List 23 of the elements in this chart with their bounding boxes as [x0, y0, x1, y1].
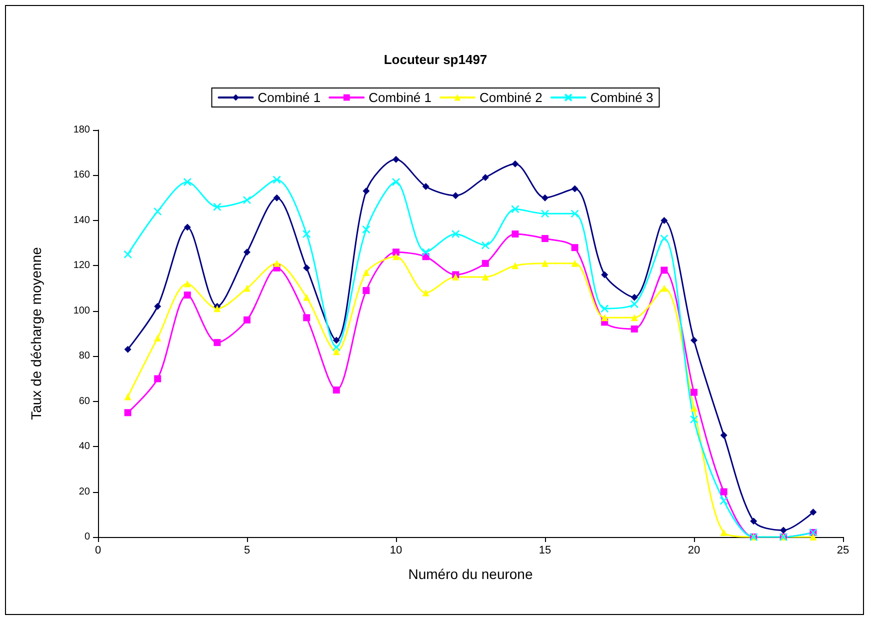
y-tick-label: 140 — [73, 214, 90, 226]
y-tick-label: 80 — [78, 350, 90, 362]
y-tick-label: 40 — [78, 441, 90, 452]
x-tick-label: 5 — [244, 544, 250, 556]
x-tick-label: 20 — [688, 544, 700, 556]
legend-label: Combiné 2 — [480, 90, 542, 105]
y-tick-label: 0 — [84, 532, 90, 542]
y-axis-title: Taux de décharge moyenne — [28, 246, 44, 420]
x-tick-label: 15 — [538, 544, 552, 556]
x-tick-label: 25 — [836, 544, 850, 556]
legend-label: Combiné 1 — [368, 90, 432, 105]
y-tick-label: 160 — [73, 170, 90, 181]
x-tick-label: 10 — [390, 544, 402, 556]
chart-title: Locuteur sp1497 — [384, 52, 488, 67]
y-tick-label: 100 — [73, 305, 90, 316]
y-tick-label: 60 — [78, 396, 90, 407]
x-tick-label: 0 — [94, 544, 102, 556]
legend-label: Combiné 3 — [590, 90, 654, 105]
y-tick-label: 120 — [73, 260, 90, 272]
x-axis-title: Numéro du neurone — [408, 566, 533, 582]
y-tick-label: 20 — [78, 486, 90, 498]
y-tick-label: 180 — [73, 124, 90, 136]
legend-label: Combiné 1 — [258, 90, 321, 105]
